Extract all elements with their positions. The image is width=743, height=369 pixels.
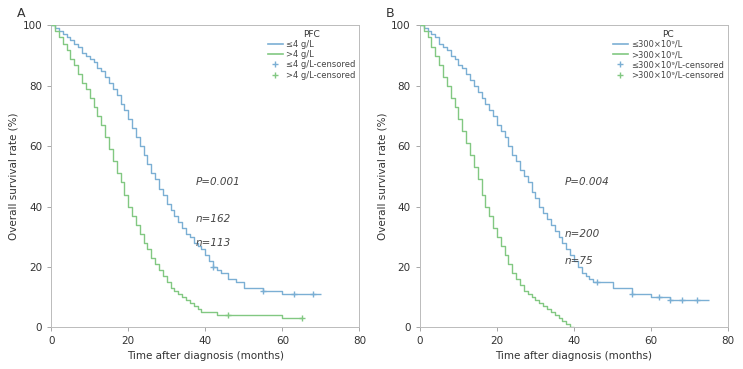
Y-axis label: Overall survival rate (%): Overall survival rate (%) — [8, 113, 19, 240]
Text: n=162: n=162 — [196, 214, 231, 224]
Y-axis label: Overall survival rate (%): Overall survival rate (%) — [377, 113, 387, 240]
Text: B: B — [386, 7, 395, 20]
Text: P=0.001: P=0.001 — [196, 177, 241, 187]
Text: A: A — [17, 7, 26, 20]
Legend: ≤300×10⁹/L, >300×10⁹/L, ≤300×10⁹/L-censored, >300×10⁹/L-censored: ≤300×10⁹/L, >300×10⁹/L, ≤300×10⁹/L-censo… — [613, 30, 724, 80]
Legend: ≤4 g/L, >4 g/L, ≤4 g/L-censored, >4 g/L-censored: ≤4 g/L, >4 g/L, ≤4 g/L-censored, >4 g/L-… — [267, 30, 355, 80]
X-axis label: Time after diagnosis (months): Time after diagnosis (months) — [127, 351, 284, 361]
Text: n=75: n=75 — [565, 256, 594, 266]
X-axis label: Time after diagnosis (months): Time after diagnosis (months) — [496, 351, 652, 361]
Text: n=113: n=113 — [196, 238, 231, 248]
Text: P=0.004: P=0.004 — [565, 177, 609, 187]
Text: n=200: n=200 — [565, 229, 600, 239]
